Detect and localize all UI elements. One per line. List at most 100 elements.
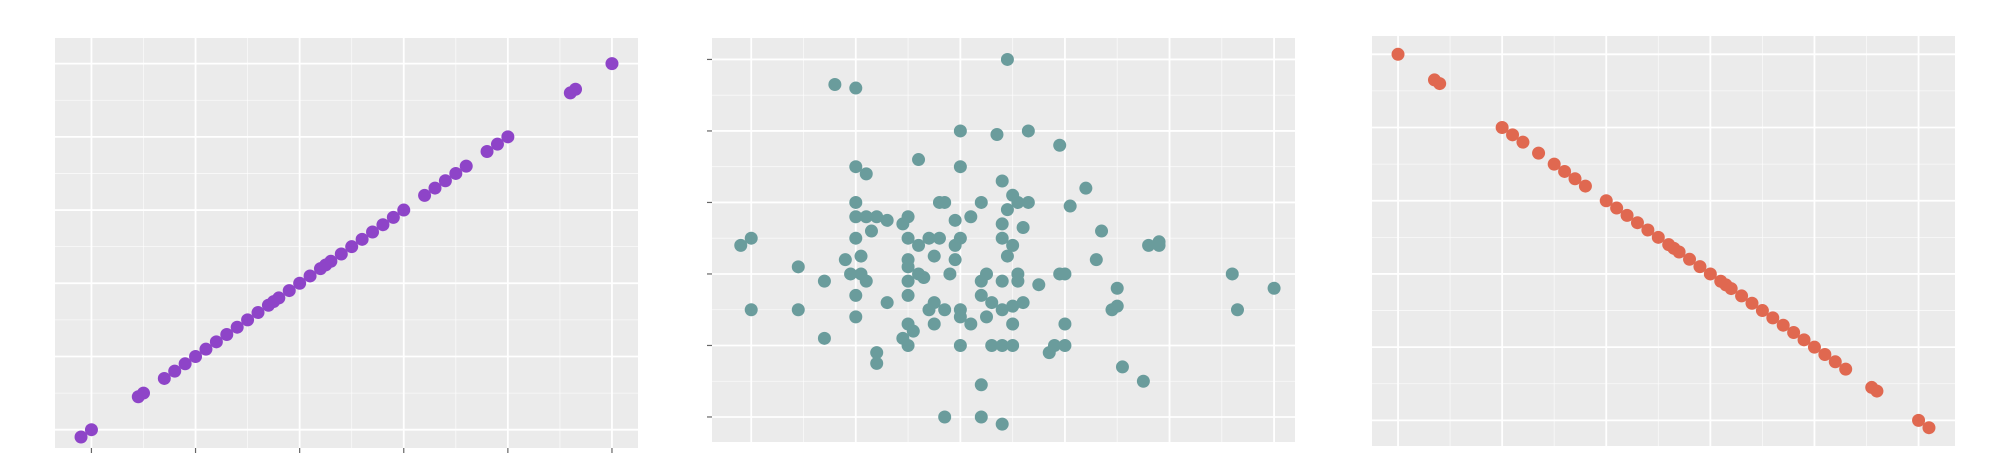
data-point <box>880 213 894 227</box>
data-point <box>744 303 758 317</box>
data-point <box>922 231 936 245</box>
data-point <box>1870 384 1884 398</box>
data-point <box>1006 317 1020 331</box>
data-point <box>1142 238 1156 252</box>
data-point <box>324 254 338 268</box>
data-point <box>241 313 255 327</box>
data-point <box>828 77 842 91</box>
data-point <box>849 231 863 245</box>
data-point <box>901 288 915 302</box>
data-point <box>870 346 884 360</box>
data-point <box>1006 238 1020 252</box>
data-point <box>964 210 978 224</box>
data-point <box>953 231 967 245</box>
data-point <box>1735 289 1749 303</box>
data-point <box>293 276 307 290</box>
data-point <box>948 213 962 227</box>
data-point <box>1703 267 1717 281</box>
data-point <box>1053 138 1067 152</box>
data-point <box>859 167 873 181</box>
data-point <box>501 130 515 144</box>
data-point <box>1776 318 1790 332</box>
data-point <box>1578 179 1592 193</box>
data-point <box>1000 203 1014 217</box>
data-point <box>995 338 1009 352</box>
data-point <box>1807 340 1821 354</box>
data-point <box>438 174 452 188</box>
data-point <box>948 253 962 267</box>
data-point <box>1011 195 1025 209</box>
data-point <box>345 240 359 254</box>
data-point <box>459 159 473 173</box>
data-point <box>817 274 831 288</box>
data-point <box>1724 282 1738 296</box>
data-point <box>849 210 863 224</box>
data-point <box>744 231 758 245</box>
data-point <box>1922 421 1936 435</box>
data-point <box>974 195 988 209</box>
data-point <box>569 82 583 96</box>
data-point <box>1058 338 1072 352</box>
data-point <box>880 296 894 310</box>
data-point <box>844 267 858 281</box>
data-point <box>1912 413 1926 427</box>
data-point <box>943 267 957 281</box>
data-point <box>854 249 868 263</box>
data-point <box>974 378 988 392</box>
data-point <box>1599 194 1613 208</box>
data-point <box>974 274 988 288</box>
data-point <box>953 310 967 324</box>
data-point <box>849 160 863 174</box>
data-point <box>953 160 967 174</box>
data-point <box>953 338 967 352</box>
data-point <box>912 238 926 252</box>
data-point <box>1651 230 1665 244</box>
data-point <box>864 224 878 238</box>
data-point <box>1433 77 1447 91</box>
data-point <box>1152 238 1166 252</box>
data-point <box>1532 146 1546 160</box>
data-point <box>428 181 442 195</box>
data-point <box>303 269 317 283</box>
data-point <box>927 317 941 331</box>
data-point <box>932 231 946 245</box>
data-point <box>734 238 748 252</box>
data-point <box>1766 311 1780 325</box>
data-point <box>849 288 863 302</box>
data-point <box>1136 374 1150 388</box>
data-point <box>1568 172 1582 186</box>
data-point <box>1839 362 1853 376</box>
data-point <box>386 210 400 224</box>
data-point <box>901 210 915 224</box>
data-point <box>906 324 920 338</box>
data-point <box>168 364 182 378</box>
data-point <box>74 430 88 444</box>
series-1 <box>1391 47 1936 435</box>
data-point <box>901 338 915 352</box>
data-point <box>157 371 171 385</box>
data-point <box>209 335 223 349</box>
data-point <box>1058 267 1072 281</box>
series-1 <box>734 52 1281 431</box>
data-point <box>84 423 98 437</box>
chart-panel-3 <box>1372 36 1955 446</box>
data-point <box>974 288 988 302</box>
data-point <box>1516 135 1530 149</box>
data-point <box>334 247 348 261</box>
data-point <box>927 249 941 263</box>
data-point <box>1016 296 1030 310</box>
data-point <box>1683 252 1697 266</box>
data-point <box>1787 326 1801 340</box>
data-point <box>189 349 203 363</box>
data-point <box>1225 267 1239 281</box>
data-point <box>1547 157 1561 171</box>
data-point <box>849 81 863 95</box>
data-point <box>849 310 863 324</box>
data-point <box>938 303 952 317</box>
data-point <box>838 253 852 267</box>
data-point <box>990 128 1004 142</box>
data-point <box>449 166 463 180</box>
data-point <box>927 296 941 310</box>
data-point <box>1641 223 1655 237</box>
data-point <box>1000 52 1014 66</box>
